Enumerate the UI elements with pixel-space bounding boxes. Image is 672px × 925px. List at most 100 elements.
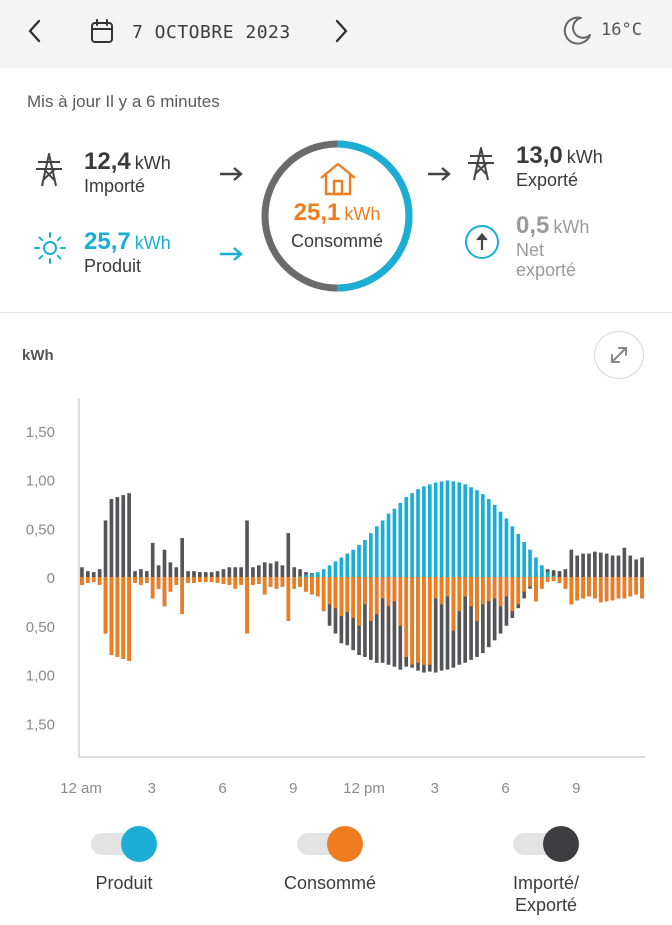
- consumed-bar: [427, 577, 432, 665]
- previous-day-button[interactable]: [20, 14, 50, 48]
- produced-bar: [504, 518, 509, 577]
- consumed-bar: [545, 577, 550, 582]
- exported-bar: [80, 567, 84, 577]
- chevron-right-icon: [335, 19, 348, 43]
- y-tick-label: 1,00: [26, 473, 55, 490]
- consumed-bar: [398, 577, 403, 626]
- produced-bar: [357, 544, 361, 577]
- consumed-unit: kWh: [344, 204, 381, 224]
- consumed-bar: [251, 577, 255, 585]
- consumed-bar: [109, 577, 114, 655]
- sun-icon: [34, 232, 66, 264]
- consumed-bar: [133, 577, 137, 583]
- exported-bar: [593, 551, 597, 577]
- produced-bar: [427, 484, 432, 577]
- produced-bar: [522, 541, 526, 577]
- exported-bar: [150, 542, 155, 577]
- consumed-bar: [315, 577, 320, 597]
- exported-bar: [251, 567, 255, 577]
- exported-bar: [551, 570, 556, 577]
- consumed-bar: [481, 577, 485, 605]
- chevron-left-icon: [28, 19, 41, 43]
- produced-bar: [404, 497, 409, 577]
- consumed-bar: [298, 577, 302, 587]
- produced-value: 25,7: [84, 228, 131, 255]
- consumed-bar: [121, 577, 126, 659]
- consumed-bar: [239, 577, 243, 585]
- consumed-bar: [127, 577, 131, 661]
- legend-consumed: Consommé: [240, 826, 420, 894]
- grid-toggle[interactable]: [513, 826, 579, 862]
- produced-toggle[interactable]: [91, 826, 157, 862]
- consumed-bar: [622, 577, 627, 599]
- produced-bar: [510, 526, 515, 577]
- consumed-bar: [103, 577, 108, 634]
- calendar-icon: [91, 19, 113, 43]
- y-tick-label: 0,50: [26, 619, 55, 636]
- net-unit: kWh: [553, 217, 590, 237]
- exported-value: 13,0: [516, 142, 563, 169]
- produced-label: Produit: [84, 256, 142, 276]
- consumed-bar: [91, 577, 96, 582]
- date-picker[interactable]: 7 OCTOBRE 2023: [90, 17, 291, 47]
- toggle-knob: [543, 826, 579, 862]
- consumed-bar: [557, 577, 562, 583]
- produced-bar: [445, 480, 450, 577]
- consumed-bar: [203, 577, 208, 582]
- exported-bar: [174, 567, 179, 577]
- produced-bar: [363, 539, 367, 577]
- produced-bar: [528, 549, 532, 577]
- exported-bar: [581, 553, 585, 577]
- consumed-bar: [486, 577, 491, 602]
- consumed-bar: [451, 577, 456, 631]
- y-tick-label: 0,50: [26, 521, 55, 538]
- consumed-bar: [516, 577, 521, 605]
- weather-indicator: 16°C: [561, 14, 642, 46]
- power-pylon-icon: [36, 153, 62, 187]
- consumed-bar: [528, 577, 532, 587]
- produced-bar: [551, 576, 556, 577]
- produced-bar: [433, 482, 438, 577]
- net-label-line1: Net: [516, 240, 545, 260]
- exported-bar: [233, 567, 238, 577]
- last-updated-text: Mis à jour Il y a 6 minutes: [27, 92, 220, 111]
- temperature: 16°C: [601, 20, 642, 40]
- exported-bar: [144, 571, 149, 577]
- consumed-bar: [380, 577, 385, 599]
- produced-bar: [327, 565, 332, 577]
- consumed-bar: [492, 577, 497, 599]
- consumed-bar: [640, 577, 644, 599]
- consumed-bar: [351, 577, 355, 618]
- exported-bar: [256, 565, 261, 577]
- exported-bar: [622, 547, 627, 577]
- imported-bar: [492, 577, 497, 641]
- y-tick-label: 1,50: [26, 424, 55, 441]
- consumed-bar: [327, 577, 332, 605]
- exported-bar: [97, 569, 102, 577]
- legend-produced: Produit: [34, 826, 214, 894]
- consumed-bar: [80, 577, 84, 585]
- imported-bar: [374, 577, 379, 663]
- consumed-bar: [575, 577, 580, 601]
- expand-chart-button[interactable]: [594, 331, 644, 379]
- exported-bar: [640, 557, 644, 577]
- consumed-bar: [392, 577, 397, 602]
- consumed-bar: [369, 577, 373, 621]
- net-exported-stat: 0,5 kWh Net exporté: [462, 212, 589, 280]
- exported-bar: [209, 572, 214, 577]
- consumed-bar: [280, 577, 285, 587]
- exported-bar: [280, 565, 285, 577]
- next-day-button[interactable]: [326, 14, 356, 48]
- imported-bar: [469, 577, 473, 660]
- consumed-bar: [274, 577, 279, 589]
- exported-bar: [563, 569, 568, 577]
- exported-bar: [139, 569, 143, 577]
- consumed-bar: [304, 577, 308, 592]
- exported-bar: [215, 571, 220, 577]
- imported-bar: [463, 577, 468, 663]
- imported-bar: [439, 577, 444, 671]
- x-tick-label: 6: [501, 780, 509, 797]
- consumed-toggle[interactable]: [297, 826, 363, 862]
- produced-bar: [534, 557, 538, 577]
- imported-label: Importé: [84, 176, 146, 196]
